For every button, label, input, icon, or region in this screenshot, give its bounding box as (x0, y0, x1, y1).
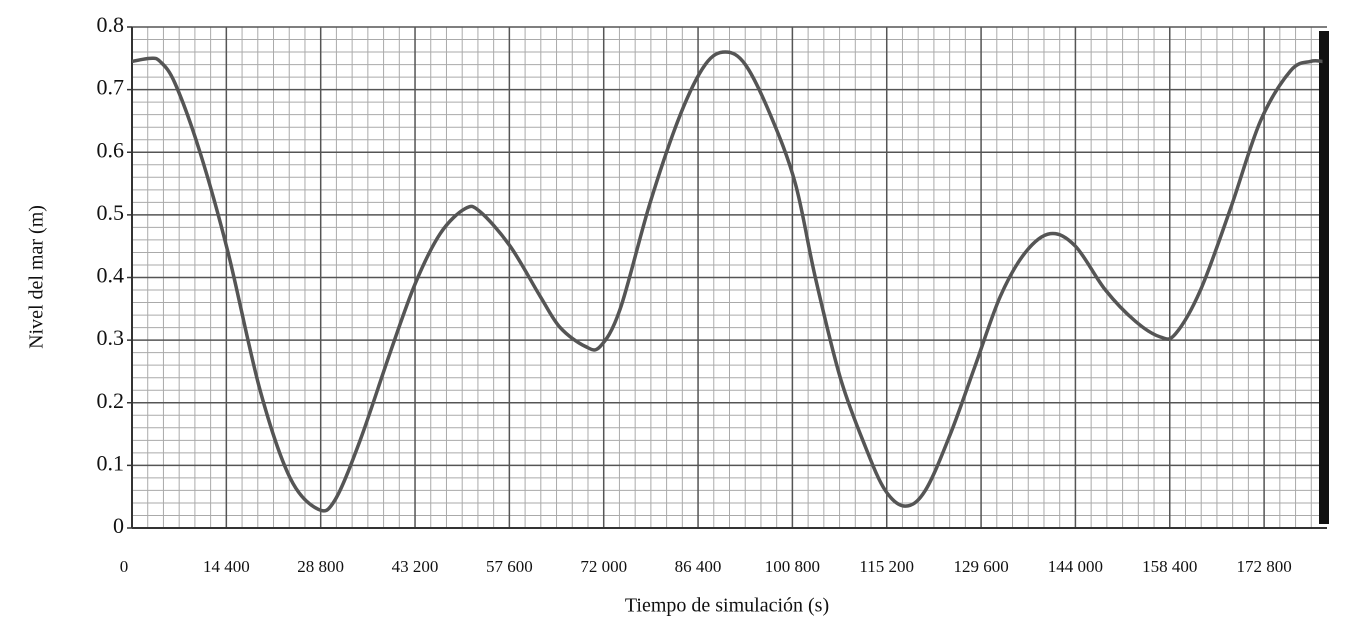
x-tick-label: 172 800 (1236, 557, 1291, 576)
x-tick-label: 57 600 (486, 557, 533, 576)
plot (131, 50, 1323, 513)
y-tick-label: 0.2 (97, 388, 125, 413)
x-tick-label: 14 400 (203, 557, 250, 576)
y-tick-label: 0.4 (97, 263, 125, 288)
grid (127, 26, 1329, 529)
y-tick-label: 0.7 (97, 75, 125, 100)
y-tick-label: 0 (113, 513, 124, 538)
y-axis-label: Nivel del mar (m) (26, 205, 48, 349)
y-tick-label: 0.1 (97, 450, 125, 475)
x-tick-label: 28 800 (297, 557, 344, 576)
x-tick-label: 86 400 (675, 557, 722, 576)
line (131, 50, 1323, 513)
y-tick-label: 0.6 (97, 137, 125, 162)
y-tick-label: 0.8 (97, 12, 125, 37)
x-tick-label: 158 400 (1142, 557, 1197, 576)
x-tick-label: 0 (120, 557, 129, 576)
x-tick-label: 144 000 (1048, 557, 1103, 576)
x-tick-label: 115 200 (859, 557, 914, 576)
edge-strip (1319, 31, 1329, 524)
x-tick-label: 72 000 (580, 557, 627, 576)
y-tick-label: 0.5 (97, 200, 125, 225)
x-tick-label: 43 200 (392, 557, 439, 576)
x-tick-label: 100 800 (765, 557, 820, 576)
x-axis-label: Tiempo de simulación (s) (625, 595, 829, 617)
y-tick-label: 0.3 (97, 325, 125, 350)
x-tick-label: 129 600 (953, 557, 1008, 576)
